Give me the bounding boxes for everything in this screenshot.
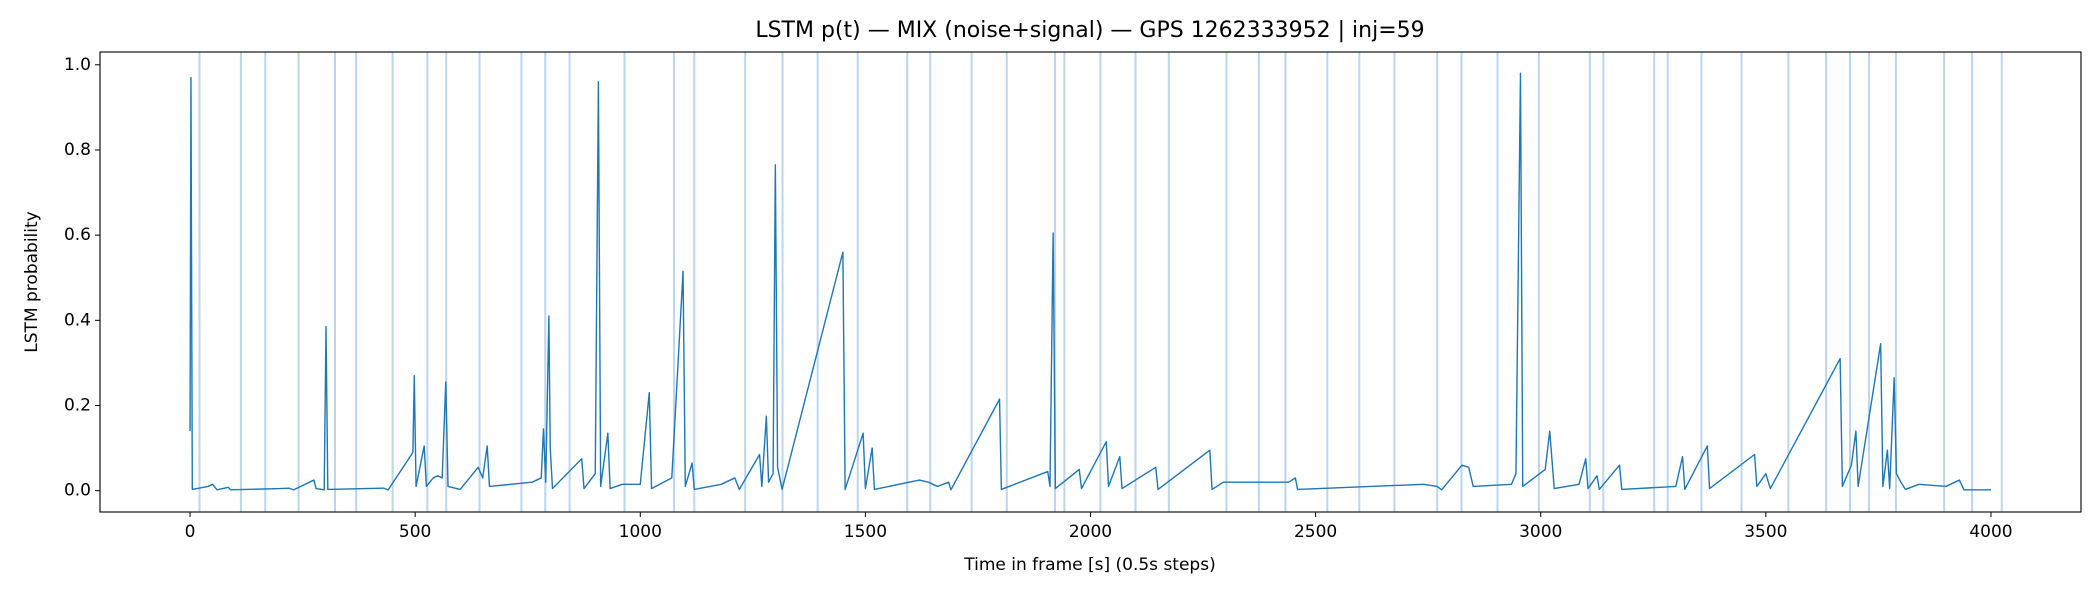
y-tick-label: 0.2 bbox=[64, 396, 91, 416]
y-axis-label: LSTM probability bbox=[22, 211, 42, 352]
x-tick-label: 1000 bbox=[619, 522, 662, 542]
y-tick-label: 0.6 bbox=[64, 225, 91, 245]
x-tick-label: 2500 bbox=[1294, 522, 1337, 542]
x-tick-label: 3000 bbox=[1519, 522, 1562, 542]
y-tick-label: 0.0 bbox=[64, 481, 91, 501]
x-tick-label: 3500 bbox=[1744, 522, 1787, 542]
x-tick-label: 4000 bbox=[1969, 522, 2012, 542]
y-tick-label: 0.8 bbox=[64, 140, 91, 160]
chart-title: LSTM p(t) — MIX (noise+signal) — GPS 126… bbox=[755, 18, 1424, 43]
x-axis-label: Time in frame [s] (0.5s steps) bbox=[963, 555, 1215, 575]
x-tick-label: 500 bbox=[399, 522, 431, 542]
x-tick-label: 0 bbox=[185, 522, 196, 542]
x-tick-label: 1500 bbox=[844, 522, 887, 542]
plot-frame bbox=[99, 51, 2082, 513]
y-tick-label: 0.4 bbox=[64, 310, 91, 330]
data-line bbox=[189, 72, 1991, 491]
x-tick-label: 2000 bbox=[1069, 522, 1112, 542]
y-tick-label: 1.0 bbox=[64, 55, 91, 75]
